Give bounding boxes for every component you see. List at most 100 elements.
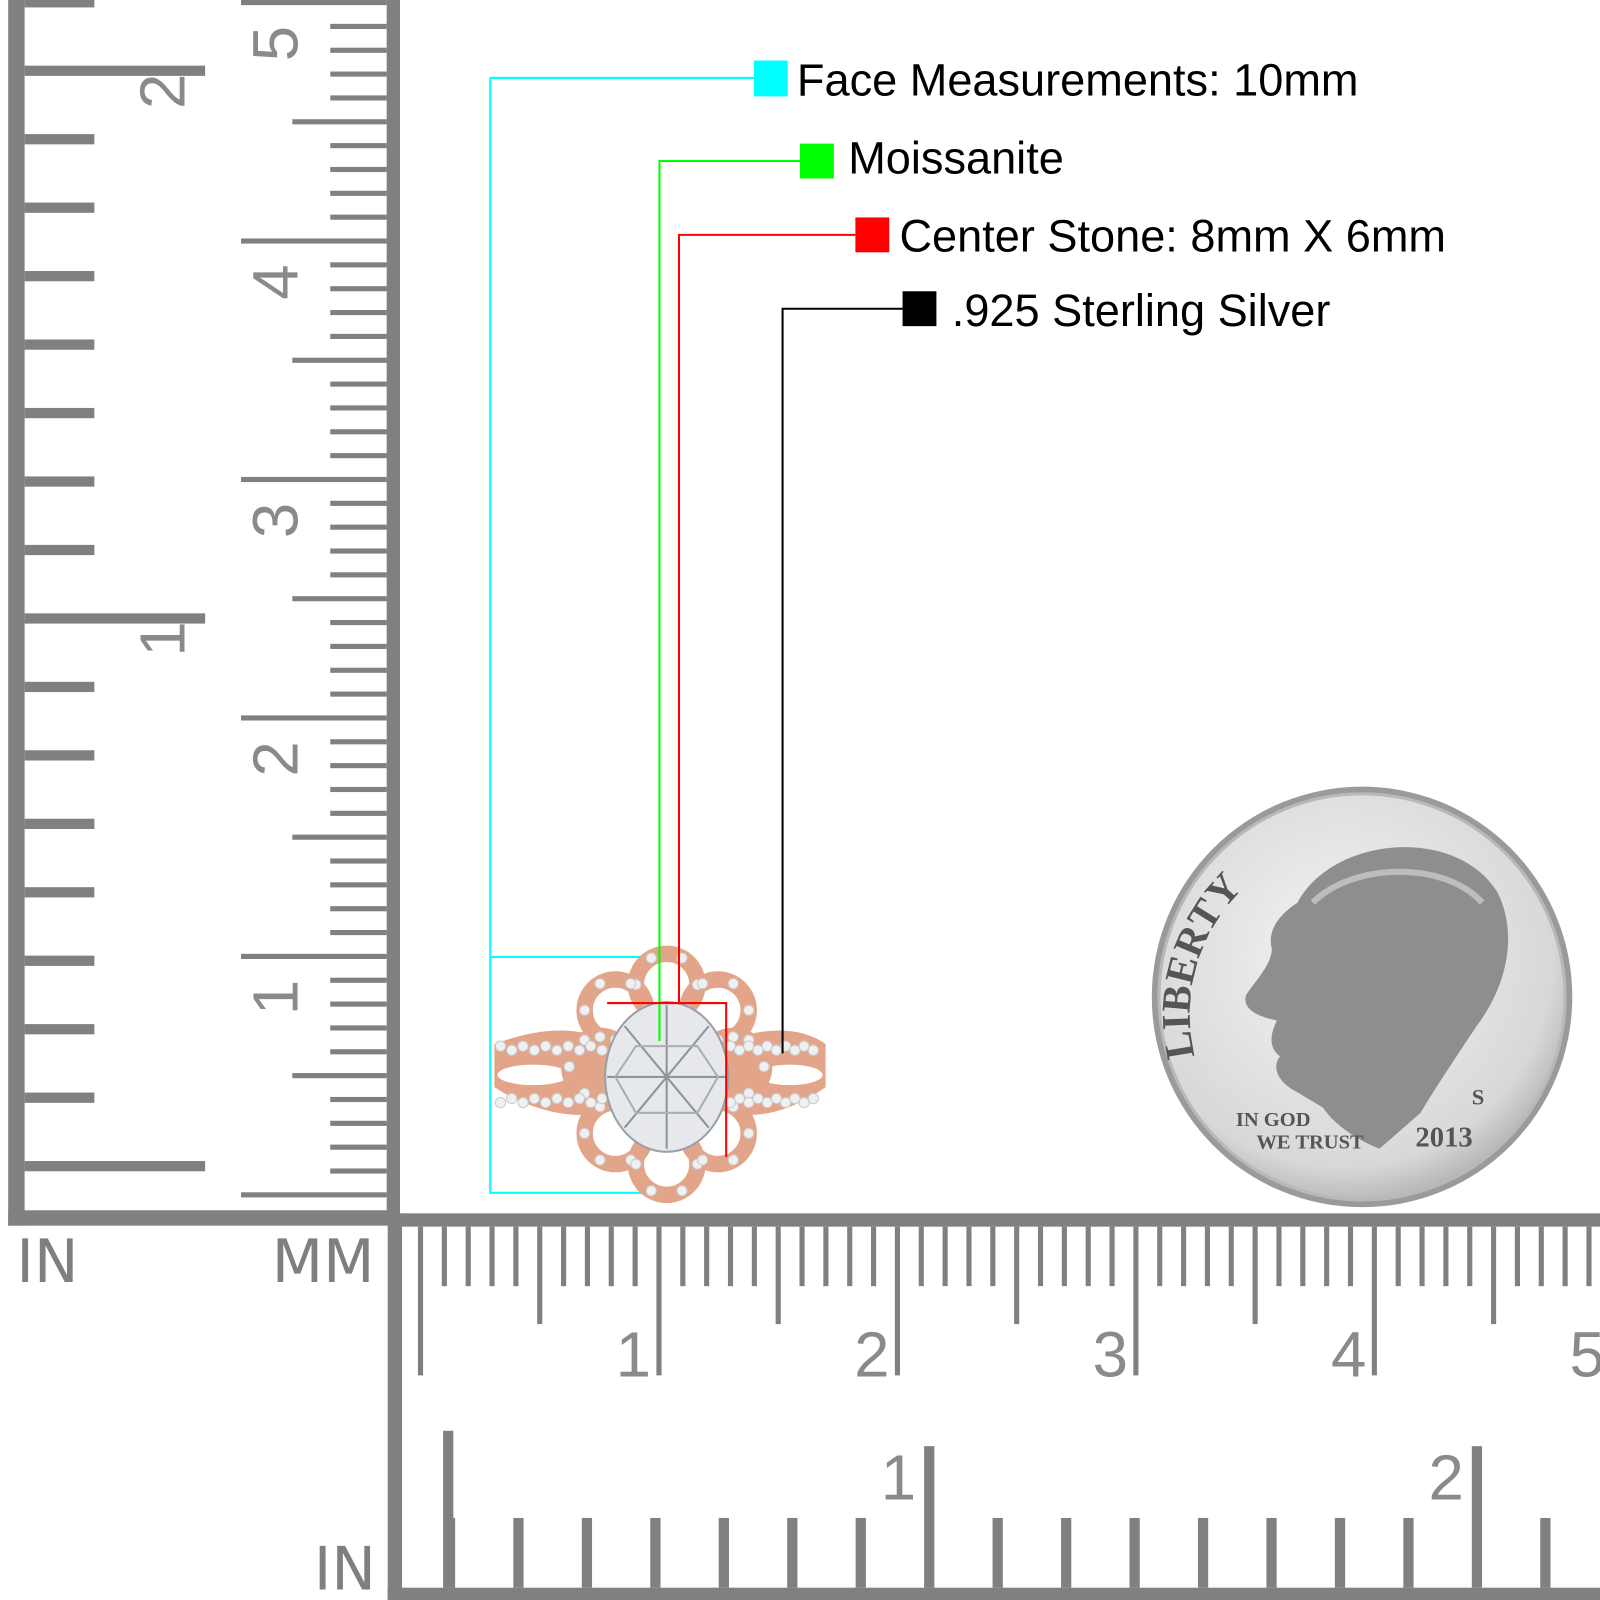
- accent-stone: [594, 1154, 606, 1166]
- mm-tick: [330, 906, 387, 912]
- eighth-inch-tick: [24, 271, 95, 282]
- horizontal-ruler-bottom-edge: [387, 1587, 1600, 1600]
- coin-motto-line2: WE TRUST: [1256, 1132, 1364, 1154]
- mm-tick: [330, 667, 387, 673]
- accent-stone: [743, 1040, 755, 1052]
- mm-tick: [330, 810, 387, 816]
- accent-stone: [585, 1096, 597, 1109]
- mm-tick: [871, 1226, 877, 1287]
- accent-stone: [506, 1092, 518, 1105]
- stone-facet: [623, 1076, 668, 1129]
- cm-number: 2: [854, 1319, 889, 1390]
- cm-number: 4: [240, 264, 311, 299]
- accent-stone: [573, 1092, 586, 1105]
- sterling-silver-swatch: [902, 291, 937, 327]
- mm-tick: [584, 1226, 590, 1287]
- stone-facet: [665, 1025, 710, 1078]
- inch-tick: [1471, 1446, 1483, 1588]
- accent-stone: [752, 1044, 764, 1056]
- mm-tick: [1491, 1226, 1497, 1325]
- accent-stone: [540, 1040, 552, 1052]
- mm-tick: [330, 548, 387, 554]
- mm-tick: [1276, 1226, 1282, 1287]
- vertical-ruler-left-spine: [8, 0, 25, 1226]
- mm-tick: [775, 1226, 781, 1325]
- face-measurement-swatch: [753, 60, 788, 97]
- accent-stone: [596, 1092, 608, 1105]
- mm-tick: [330, 786, 387, 793]
- eighth-inch-tick: [24, 1092, 95, 1103]
- mm-tick: [330, 620, 387, 626]
- inch-tick: [24, 1161, 206, 1172]
- accent-stone: [630, 1158, 642, 1170]
- eighth-inch-tick: [24, 202, 95, 213]
- unit-label-mm: MM: [272, 1228, 375, 1297]
- accent-stone: [562, 1040, 574, 1052]
- accent-stone: [528, 1092, 540, 1105]
- mm-tick: [330, 286, 387, 292]
- cm-tick: [241, 1192, 387, 1198]
- eighth-inch-tick: [513, 1517, 524, 1588]
- accent-stone: [733, 1044, 746, 1056]
- cm-number: 3: [240, 503, 311, 538]
- eighth-inch-tick: [992, 1517, 1003, 1588]
- vertical-ruler-bottom-edge: [8, 1210, 400, 1226]
- accent-stone: [494, 1096, 507, 1109]
- inch-tick: [924, 1446, 935, 1588]
- cm-tick: [1133, 1226, 1139, 1376]
- eighth-inch-tick: [650, 1517, 661, 1588]
- cm-tick: [656, 1226, 662, 1376]
- accent-stone: [517, 1096, 529, 1109]
- mm-tick: [330, 405, 387, 411]
- mm-tick: [489, 1226, 495, 1287]
- mm-tick: [330, 882, 387, 888]
- eighth-inch-tick: [24, 544, 95, 556]
- accent-stone: [645, 1185, 657, 1197]
- inch-tick: [24, 613, 206, 624]
- mm-tick: [465, 1226, 471, 1287]
- mm-tick: [330, 143, 387, 149]
- cm-number: 2: [240, 741, 311, 776]
- horizontal-ruler: 1 2 3 4 5 1 2: [387, 1213, 1600, 1600]
- accent-stone: [807, 1092, 819, 1105]
- center-stone-label: Center Stone: 8mm X 6mm: [899, 210, 1446, 261]
- eighth-inch-tick: [1197, 1517, 1209, 1588]
- mm-tick: [330, 166, 387, 173]
- eighth-inch-tick: [24, 476, 95, 487]
- mm-tick: [292, 1073, 387, 1079]
- mm-tick: [292, 119, 387, 125]
- mm-tick: [330, 310, 387, 316]
- eighth-inch-tick: [718, 1517, 729, 1588]
- eighth-inch-tick: [1334, 1517, 1346, 1588]
- cm-tick: [241, 953, 387, 959]
- accent-stone: [506, 1044, 518, 1056]
- mm-tick: [330, 643, 387, 649]
- cm-tick: [417, 1226, 424, 1376]
- mm-tick: [330, 1025, 387, 1031]
- mm-tick: [847, 1226, 853, 1287]
- mm-tick: [608, 1226, 614, 1287]
- accent-stone: [789, 1044, 801, 1056]
- mm-tick: [513, 1226, 519, 1287]
- stone-facet: [614, 1045, 720, 1114]
- mm-tick: [330, 691, 387, 697]
- mm-tick: [330, 47, 387, 53]
- accent-stone: [696, 977, 709, 990]
- mm-tick: [330, 23, 387, 29]
- mm-tick: [330, 453, 387, 459]
- accent-stone: [743, 1096, 755, 1109]
- mm-tick: [751, 1226, 757, 1287]
- accent-stone: [798, 1096, 810, 1109]
- shank-gap-right: [756, 1064, 823, 1086]
- mm-tick: [1538, 1226, 1544, 1287]
- accent-stone: [798, 1040, 810, 1052]
- mm-tick: [1324, 1226, 1330, 1287]
- cm-number: 1: [616, 1319, 651, 1390]
- accent-stone: [761, 1096, 773, 1109]
- mm-tick: [1252, 1226, 1258, 1325]
- eighth-inch-tick: [24, 750, 95, 761]
- accent-stone: [585, 1040, 597, 1052]
- inch-number: 2: [128, 74, 199, 109]
- moissanite-swatch: [800, 143, 834, 179]
